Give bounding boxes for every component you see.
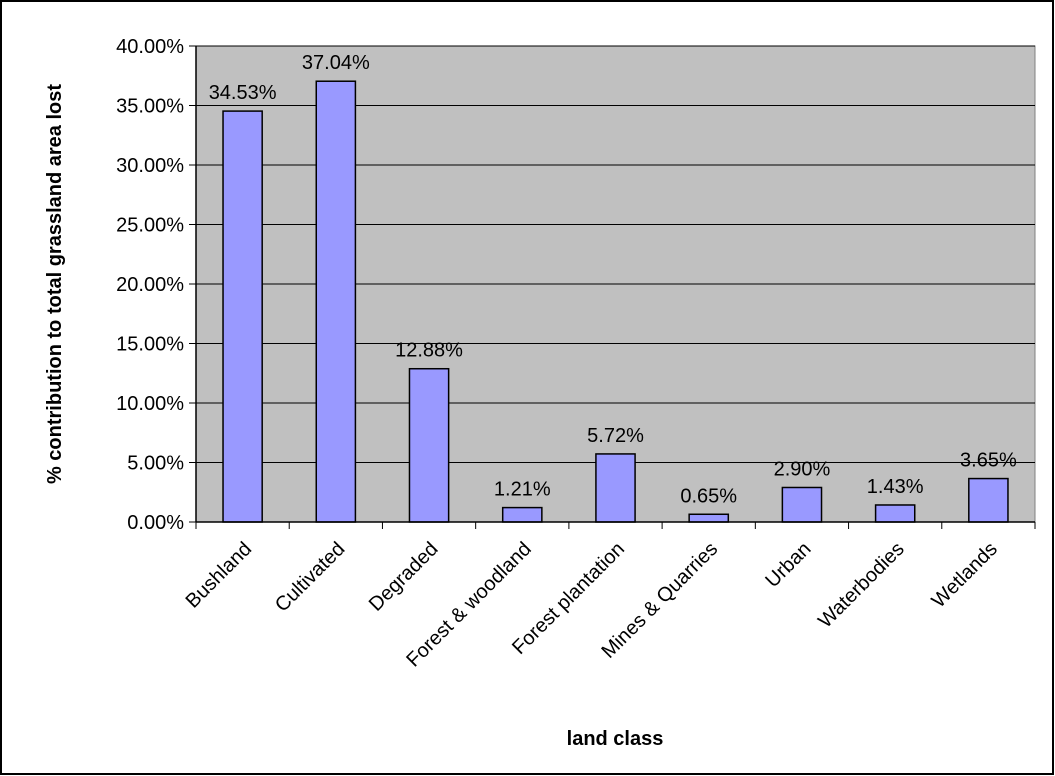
y-tick-label: 30.00% bbox=[116, 155, 184, 177]
y-tick-label: 20.00% bbox=[116, 274, 184, 296]
y-tick-label: 35.00% bbox=[116, 96, 184, 118]
bars: 34.53% 37.04% 12.88% 1.21% 5.72% 0.65% 2.90% 1.… bbox=[209, 52, 1017, 523]
bar bbox=[595, 453, 636, 523]
bar bbox=[781, 486, 823, 523]
y-tick-label: 10.00% bbox=[116, 393, 184, 415]
bar bbox=[222, 110, 263, 523]
y-tick-label: 15.00% bbox=[116, 334, 184, 356]
bar bbox=[874, 504, 916, 523]
bar bbox=[501, 506, 543, 523]
y-axis-title: % contribution to total grassland area l… bbox=[44, 84, 66, 484]
y-tick-label: 0.00% bbox=[127, 512, 184, 534]
bar-value-label: 2.90% bbox=[774, 458, 831, 480]
bar bbox=[688, 513, 730, 523]
x-axis-title: land class bbox=[567, 728, 664, 750]
y-tick-label: 5.00% bbox=[127, 453, 184, 475]
bar-value-label: 34.53% bbox=[209, 82, 277, 104]
y-axis-ticks: 0.00% 5.00% 10.00% 15.00% 20.00% 25.00% 30.00%… bbox=[116, 36, 196, 534]
bar bbox=[315, 80, 357, 523]
bar-value-label: 0.65% bbox=[680, 485, 737, 507]
bar-value-label: 1.21% bbox=[494, 479, 551, 501]
bar-value-label: 37.04% bbox=[302, 52, 370, 74]
y-tick-label: 40.00% bbox=[116, 36, 184, 58]
bar-value-label: 3.65% bbox=[960, 450, 1017, 472]
bar-value-label: 12.88% bbox=[395, 340, 463, 362]
y-tick-label: 25.00% bbox=[116, 215, 184, 237]
bar-value-label: 1.43% bbox=[867, 476, 924, 498]
bar-value-label: 5.72% bbox=[587, 425, 644, 447]
bar bbox=[408, 367, 450, 523]
bar bbox=[968, 477, 1009, 523]
